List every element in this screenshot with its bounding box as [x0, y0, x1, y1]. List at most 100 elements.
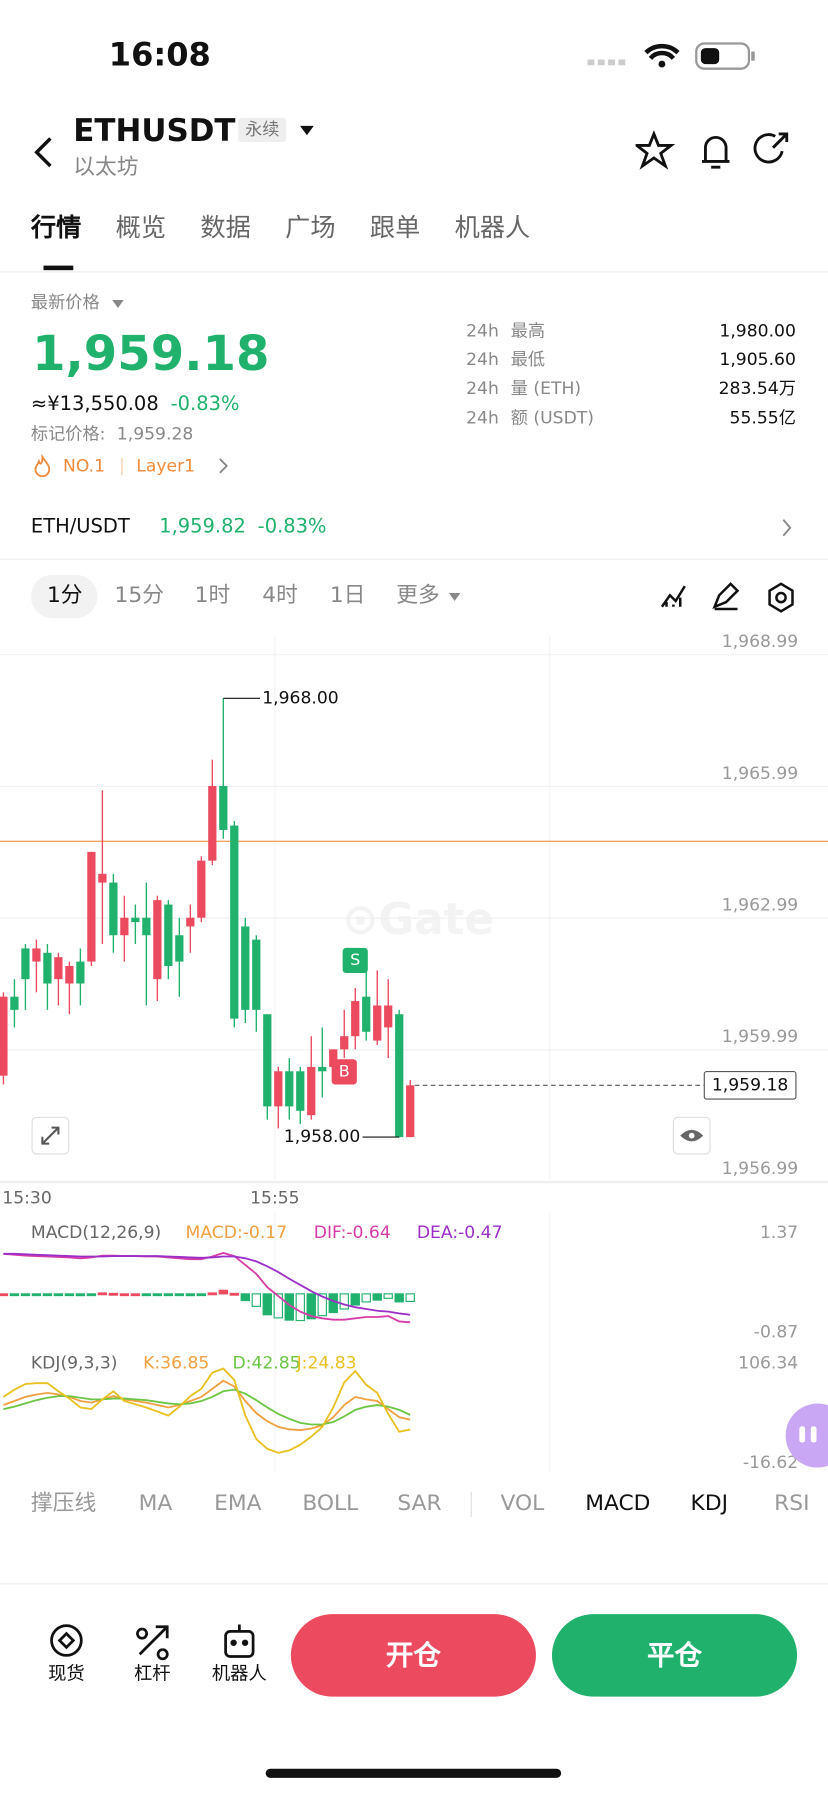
visibility-icon[interactable] [672, 1116, 711, 1155]
symbol[interactable]: ETHUSDT [73, 113, 236, 149]
candle-body [164, 904, 173, 966]
trade-marker [331, 1059, 357, 1085]
candle-body [307, 1066, 316, 1116]
low-label: 1,958.00 [284, 1127, 360, 1147]
high-label: 1,968.00 [262, 688, 338, 708]
interval[interactable]: 1分 [46, 582, 83, 608]
close-button[interactable]: 平仓 [551, 1614, 798, 1697]
candle-body [54, 957, 63, 980]
kdj-line [3, 1379, 411, 1432]
interval[interactable]: 1日 [329, 582, 366, 608]
macd-bar [20, 1293, 31, 1297]
action-label[interactable]: 机器人 [211, 1662, 267, 1685]
candle-body [208, 786, 217, 861]
dropdown-caret[interactable] [112, 299, 124, 309]
header-icons[interactable] [635, 130, 796, 172]
last-price-box [703, 1071, 797, 1100]
legend-label: K:36.85 [143, 1353, 209, 1373]
macd-bar [9, 1293, 20, 1297]
action-icons[interactable] [44, 1620, 262, 1661]
interval[interactable]: 15分 [114, 582, 164, 608]
trade-marker-label: B [339, 1061, 350, 1080]
candle-body [274, 1071, 283, 1107]
chart-tools[interactable] [660, 582, 797, 614]
candle-body [153, 900, 162, 980]
indicator[interactable]: 撑压线 [30, 1490, 97, 1516]
indicator[interactable]: VOL [500, 1490, 545, 1516]
candle-body [373, 1005, 382, 1041]
tab[interactable]: 数据 [200, 214, 251, 243]
macd-bar [108, 1292, 119, 1296]
cny-price: ≈¥13,550.08 [30, 392, 159, 416]
dropdown-caret[interactable] [448, 593, 461, 602]
indicator[interactable]: KDJ [690, 1490, 729, 1516]
interval[interactable]: 1时 [194, 582, 231, 608]
macd-bar [361, 1293, 371, 1303]
indicator[interactable]: RSI [774, 1490, 810, 1516]
y-tick-label: -0.87 [754, 1323, 798, 1343]
indicator[interactable]: MACD [585, 1490, 651, 1516]
expand-icon[interactable] [31, 1116, 70, 1155]
sector-tag[interactable]: Layer1 [136, 455, 196, 477]
candle-body [109, 882, 118, 936]
tab[interactable]: 概览 [115, 214, 167, 243]
candle-body [252, 939, 261, 1010]
y-tick-label: 1,956.99 [722, 1159, 798, 1179]
status-icons [587, 42, 755, 70]
indicator[interactable]: SAR [397, 1490, 442, 1516]
legend-label: DEA:-0.47 [417, 1223, 503, 1243]
macd-bar [251, 1293, 261, 1307]
indicator[interactable]: BOLL [302, 1490, 359, 1516]
candle-body [76, 961, 85, 984]
candle-body [32, 948, 41, 962]
legend-label: J:24.83 [296, 1353, 357, 1373]
macd-bar [97, 1292, 108, 1296]
x-tick-label: 15:30 [2, 1189, 51, 1209]
divider [0, 1583, 828, 1585]
chevron[interactable] [781, 519, 792, 537]
indicator[interactable]: EMA [214, 1490, 262, 1516]
macd-bar [42, 1293, 53, 1297]
macd-bar [207, 1292, 218, 1296]
candle-body [219, 786, 228, 830]
macd-bar [405, 1293, 415, 1302]
macd-bar [185, 1293, 196, 1297]
stat-value: 1,905.60 [719, 349, 796, 370]
candle-body [384, 1005, 393, 1028]
dropdown-caret[interactable] [299, 125, 315, 136]
last-price-label: 1,959.18 [712, 1075, 788, 1095]
macd-line [3, 1252, 411, 1324]
stat-label: 量 (ETH) [510, 377, 582, 399]
indicator[interactable]: MA [138, 1490, 173, 1516]
open-button[interactable]: 开仓 [290, 1614, 536, 1697]
candle-body [395, 1014, 404, 1138]
interval[interactable]: 更多 [396, 582, 440, 608]
action-label[interactable]: 现货 [48, 1662, 85, 1685]
interval[interactable]: 4时 [262, 582, 298, 608]
stat-period: 24h [466, 320, 499, 342]
candle-body [10, 996, 19, 1010]
macd-bar [240, 1293, 250, 1302]
macd-bar [328, 1293, 338, 1314]
candle-body [98, 873, 107, 883]
tab[interactable]: 跟单 [369, 214, 421, 243]
fire-icon [34, 454, 51, 478]
macd-bar [306, 1293, 316, 1320]
action-label[interactable]: 杠杆 [133, 1662, 171, 1685]
back-button[interactable] [30, 135, 57, 169]
macd-bar [31, 1293, 42, 1297]
macd-bar [86, 1293, 97, 1297]
divider [0, 558, 828, 560]
tab[interactable]: 广场 [285, 214, 336, 243]
rank-tag[interactable]: NO.1 [62, 455, 106, 477]
stat-period: 24h [466, 377, 499, 399]
pair-name[interactable]: ETH/USDT [30, 515, 130, 539]
macd-bar [174, 1293, 185, 1297]
macd-bar [218, 1289, 229, 1295]
assistant-bubble[interactable] [785, 1403, 828, 1468]
candle-body [285, 1071, 294, 1107]
tab[interactable]: 行情 [30, 214, 82, 243]
last-price: 1,959.18 [32, 325, 270, 382]
tab[interactable]: 机器人 [454, 214, 531, 243]
